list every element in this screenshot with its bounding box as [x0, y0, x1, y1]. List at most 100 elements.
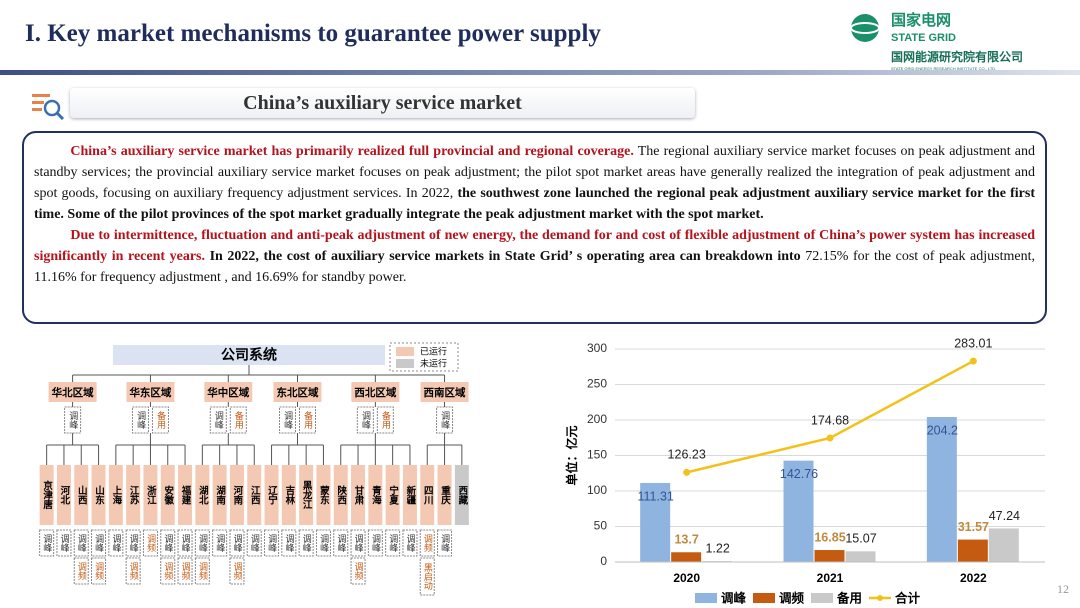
- data-label: 142.76: [780, 467, 818, 481]
- org-chart: 公司系统 已运行未运行华北区域调峰京津唐调峰河北调峰山西调峰调频山东调峰调频华东区…: [39, 342, 469, 596]
- service-box: [315, 529, 331, 557]
- service-label: 调频: [181, 562, 191, 581]
- province-label: 湖南: [214, 485, 226, 506]
- line-point: [826, 434, 834, 442]
- data-label: 1.22: [705, 541, 729, 555]
- region-box: [48, 382, 97, 402]
- root-box: [113, 345, 385, 365]
- service-label: 调峰: [214, 411, 224, 429]
- logo-institute-cn: 国网能源研究院有限公司: [891, 49, 1023, 64]
- service-label: 调峰: [336, 534, 346, 552]
- region-box: [204, 382, 253, 402]
- service-box: [229, 529, 245, 557]
- service-label: 调峰: [94, 534, 104, 552]
- province-box: [212, 465, 227, 525]
- province-box: [195, 465, 210, 525]
- province-box: [108, 465, 123, 525]
- bar: [814, 550, 845, 562]
- service-label: 调峰: [181, 534, 191, 552]
- bar: [988, 528, 1019, 562]
- legend-label: 已运行: [420, 345, 447, 356]
- province-box: [143, 465, 158, 525]
- province-label: 新疆: [404, 485, 416, 506]
- service-label: 调峰: [233, 534, 243, 552]
- province-label: 福建: [180, 485, 193, 506]
- province-box: [74, 465, 89, 525]
- service-box: [264, 529, 280, 557]
- y-tick-label: 150: [587, 448, 607, 462]
- province-box: [178, 465, 193, 525]
- service-label: 备用: [303, 410, 313, 430]
- bar: [845, 551, 876, 562]
- data-label: 31.57: [958, 520, 989, 534]
- province-label: 京津唐: [41, 480, 53, 510]
- province-label: 宁夏: [387, 485, 400, 506]
- x-tick-label: 2022: [960, 571, 987, 585]
- service-box: [209, 406, 227, 434]
- service-label: 调峰: [406, 534, 416, 552]
- service-box: [356, 406, 374, 434]
- service-label: 黑启动: [423, 563, 433, 591]
- legend-swatch: [753, 593, 775, 603]
- data-label: 15.07: [845, 532, 876, 546]
- province-label: 浙江: [145, 485, 157, 506]
- service-box: [419, 557, 435, 596]
- province-box: [454, 465, 469, 525]
- service-label: 调频: [198, 562, 208, 581]
- bar: [783, 460, 814, 562]
- region-box: [273, 382, 322, 402]
- service-label: 调峰: [129, 534, 139, 552]
- province-label: 上海: [110, 485, 122, 506]
- service-label: 调峰: [440, 534, 450, 552]
- service-label: 调频: [163, 562, 173, 581]
- y-tick-label: 50: [594, 519, 608, 533]
- y-tick-label: 250: [587, 377, 607, 391]
- logo-ring: [850, 22, 880, 34]
- province-label: 陕西: [335, 485, 347, 506]
- service-box: [39, 529, 55, 557]
- service-box: [151, 406, 169, 434]
- service-box: [125, 557, 141, 585]
- region-label: 华北区域: [52, 386, 94, 399]
- section-icon: [32, 94, 65, 120]
- province-box: [56, 465, 71, 525]
- service-label: 调峰: [354, 534, 364, 552]
- service-box: [73, 557, 89, 585]
- legend-swatch: [695, 593, 717, 603]
- region-box: [351, 382, 400, 402]
- region-label: 华中区域: [207, 386, 249, 399]
- logo-institute-en: STATE GRID ENERGY RESEARCH INSTITUTE CO.…: [891, 66, 996, 71]
- service-box: [299, 406, 316, 434]
- service-box: [194, 529, 210, 557]
- section-title: China’s auxiliary service market: [70, 88, 695, 118]
- bar: [957, 539, 988, 562]
- legend-label: 未运行: [420, 357, 447, 368]
- service-label: 调频: [94, 562, 104, 581]
- logo-globe: [851, 14, 879, 42]
- text-run: 72.15% for the cost of peak adjustment, …: [34, 249, 1035, 285]
- data-label: 13.7: [674, 533, 698, 547]
- data-label: 204.2: [927, 423, 958, 437]
- service-box: [108, 529, 124, 557]
- region-box: [420, 382, 469, 402]
- province-box: [160, 465, 175, 525]
- y-tick-label: 300: [587, 341, 607, 355]
- line-point: [683, 468, 691, 476]
- province-label: 湖北: [197, 485, 209, 506]
- service-label: 调峰: [215, 534, 225, 552]
- service-label: 调峰: [60, 534, 70, 552]
- legend-label: 调峰: [721, 590, 747, 605]
- region-label: 东北区域: [277, 386, 319, 399]
- service-box: [279, 406, 296, 434]
- province-box: [385, 465, 400, 525]
- service-box: [91, 529, 107, 557]
- text-run: China’s auxiliary service market has pri…: [70, 144, 634, 159]
- service-label: 备用: [381, 410, 391, 430]
- slide-title: I. Key market mechanisms to guarantee po…: [25, 20, 601, 47]
- service-label: 调峰: [68, 411, 78, 429]
- logo: 国家电网 STATE GRID 国网能源研究院有限公司 STATE GRID E…: [850, 11, 1023, 71]
- logo-name-cn: 国家电网: [891, 11, 951, 29]
- service-label: 调峰: [361, 411, 371, 429]
- service-label: 调频: [423, 534, 433, 553]
- province-box: [281, 465, 296, 525]
